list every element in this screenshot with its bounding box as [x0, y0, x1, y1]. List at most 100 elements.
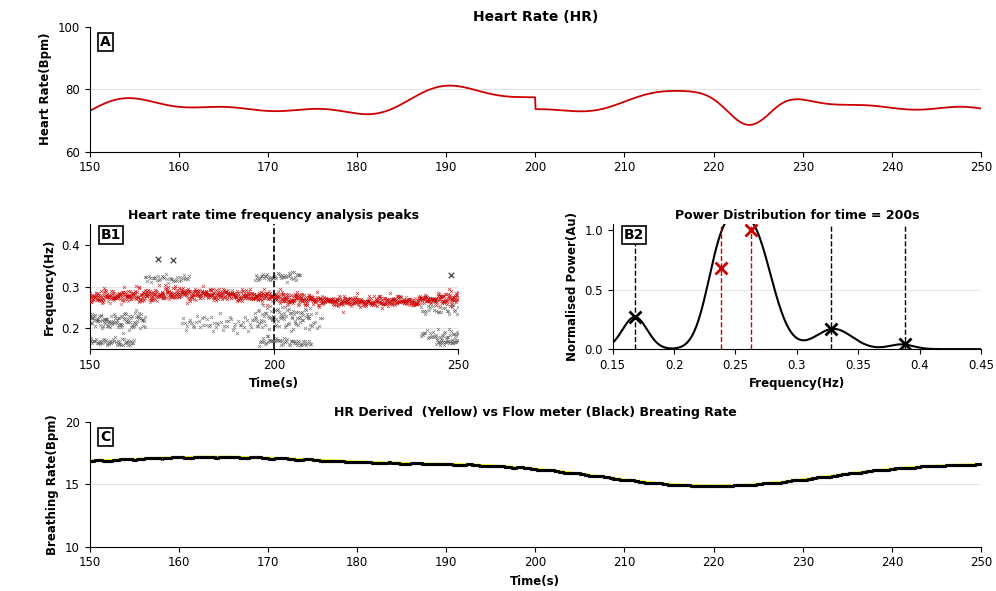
Point [389, 291, 405, 301]
Point [340, 294, 356, 304]
Point [425, 294, 441, 303]
Point [369, 301, 384, 311]
Point [429, 335, 445, 345]
Point [258, 309, 274, 318]
Point [414, 306, 430, 315]
Point [222, 288, 238, 297]
Point [419, 334, 435, 343]
Point [148, 293, 164, 302]
Point [329, 296, 345, 305]
Point [370, 296, 385, 305]
Point [106, 319, 122, 328]
Point [391, 292, 407, 301]
Point [259, 271, 275, 281]
Point [88, 289, 104, 298]
Point [189, 291, 205, 300]
Point [246, 294, 262, 303]
Point [339, 298, 355, 308]
Point [426, 294, 442, 304]
Point [418, 326, 434, 335]
Point [281, 339, 297, 349]
Point [432, 295, 448, 304]
Point [190, 287, 206, 296]
Point [443, 326, 459, 335]
Point [233, 320, 249, 330]
Point [134, 315, 150, 324]
Point [445, 330, 461, 339]
Point [163, 287, 179, 297]
Point [278, 293, 294, 303]
Point [266, 313, 282, 322]
Point [178, 287, 194, 296]
Point [374, 298, 390, 307]
Point [335, 307, 351, 316]
Point [155, 272, 171, 282]
Point [185, 291, 201, 300]
Point [91, 290, 107, 300]
Title: HR Derived  (Yellow) vs Flow meter (Black) Breating Rate: HR Derived (Yellow) vs Flow meter (Black… [334, 406, 737, 419]
Point [239, 316, 255, 325]
Point [202, 285, 218, 295]
Point [140, 286, 156, 296]
Point [138, 289, 154, 298]
Point [300, 292, 316, 301]
Point [119, 291, 134, 300]
Point [337, 294, 353, 303]
Point [132, 323, 148, 333]
Point [283, 273, 299, 282]
Point [97, 337, 113, 347]
Point [189, 288, 205, 298]
Point [136, 316, 152, 326]
Point [225, 289, 241, 298]
Point [124, 338, 140, 348]
Point [106, 309, 122, 319]
Point [86, 294, 102, 303]
Point [278, 272, 294, 281]
Point [159, 288, 175, 297]
Point [400, 296, 416, 305]
Point [269, 320, 285, 329]
Point [328, 299, 344, 309]
Point [93, 287, 109, 296]
Point [373, 297, 388, 306]
Point [296, 336, 312, 346]
Point [108, 311, 124, 321]
Point [403, 298, 419, 307]
Point [335, 298, 351, 307]
Point [248, 292, 264, 301]
Point [188, 317, 204, 326]
Point [251, 274, 267, 283]
Point [100, 289, 116, 298]
Point [122, 291, 137, 301]
Point [90, 317, 106, 326]
Point [228, 293, 244, 303]
Point [195, 293, 211, 302]
Point [423, 333, 439, 342]
Point [299, 340, 315, 350]
Point [431, 291, 447, 301]
Point [156, 273, 172, 282]
Point [188, 295, 204, 304]
Point [121, 296, 136, 306]
Point [326, 300, 342, 310]
Point [350, 288, 366, 298]
Point [389, 291, 405, 301]
Point [317, 297, 333, 306]
Point [325, 293, 341, 303]
Point [128, 305, 144, 314]
Point [249, 322, 265, 331]
Point [353, 302, 369, 311]
Point [159, 288, 175, 297]
Point [153, 271, 169, 280]
Point [277, 295, 293, 304]
Point [426, 294, 442, 303]
Point [120, 294, 135, 304]
Point [83, 312, 99, 322]
Point [424, 297, 440, 306]
Point [110, 291, 125, 301]
Point [95, 293, 111, 303]
Point [140, 294, 156, 304]
Point [343, 294, 359, 303]
Point [167, 283, 183, 293]
Point [397, 295, 413, 304]
